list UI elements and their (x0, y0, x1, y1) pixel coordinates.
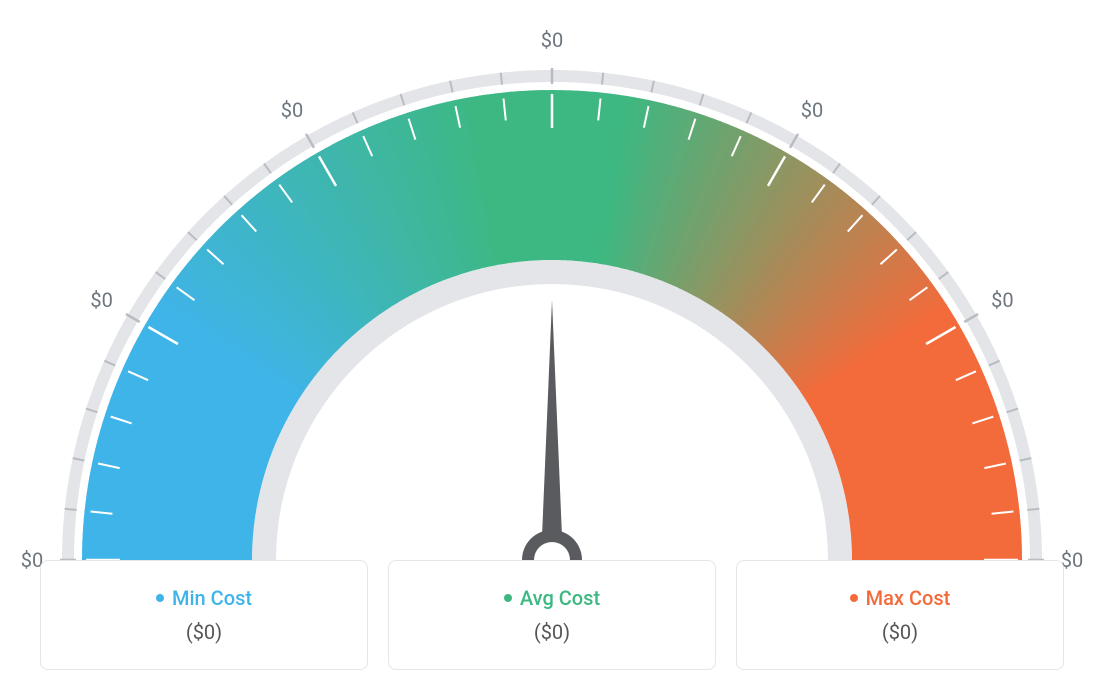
gauge-tick-label: $0 (991, 288, 1013, 312)
gauge-tick-label: $0 (281, 98, 303, 122)
legend-row: Min Cost ($0) Avg Cost ($0) Max Cost ($0… (0, 560, 1104, 690)
legend-card-max: Max Cost ($0) (736, 560, 1064, 670)
gauge-tick-label: $0 (541, 28, 563, 52)
legend-min-label: Min Cost (172, 586, 252, 610)
gauge-tick-label: $0 (801, 98, 823, 122)
legend-min-dot (156, 594, 164, 602)
legend-avg-label: Avg Cost (520, 586, 600, 610)
legend-max-label: Max Cost (866, 586, 951, 610)
legend-card-avg: Avg Cost ($0) (388, 560, 716, 670)
gauge-tick-label: $0 (90, 288, 112, 312)
gauge-svg (2, 20, 1102, 590)
legend-avg-dot (504, 594, 512, 602)
legend-avg-value: ($0) (534, 620, 570, 644)
legend-min-value: ($0) (186, 620, 222, 644)
legend-avg-header: Avg Cost (504, 586, 600, 610)
legend-min-header: Min Cost (156, 586, 252, 610)
legend-max-value: ($0) (882, 620, 918, 644)
legend-max-header: Max Cost (850, 586, 951, 610)
gauge-chart: $0$0$0$0$0$0$0 (0, 0, 1104, 560)
legend-max-dot (850, 594, 858, 602)
legend-card-min: Min Cost ($0) (40, 560, 368, 670)
